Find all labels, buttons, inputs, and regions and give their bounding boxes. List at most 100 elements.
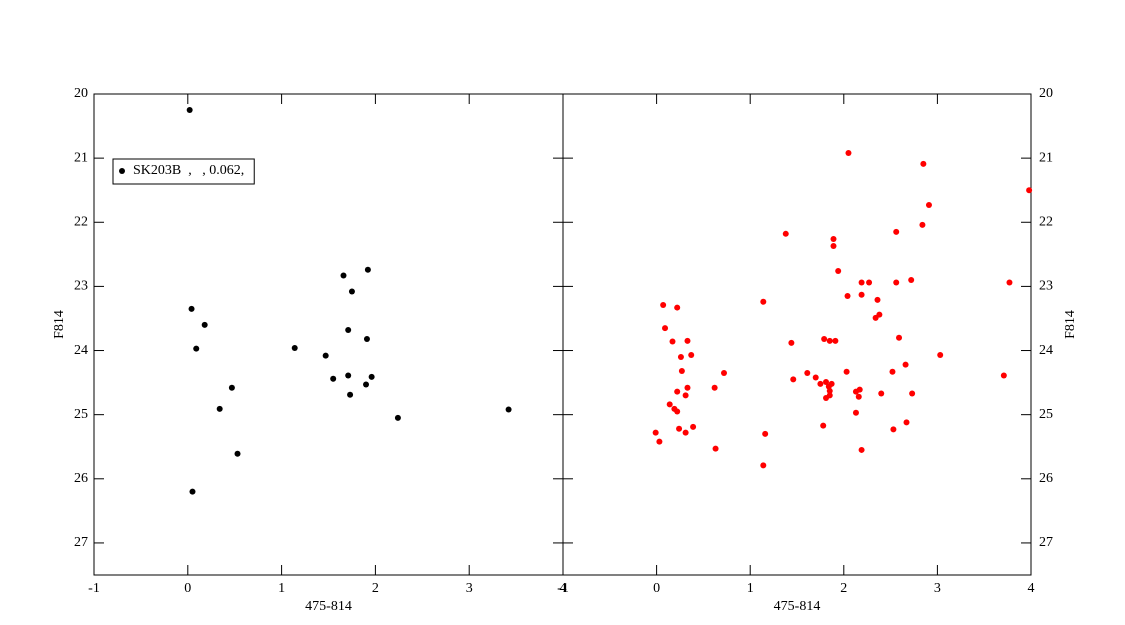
data-point (188, 305, 195, 312)
data-point (893, 228, 900, 235)
data-point (660, 301, 667, 308)
data-point (193, 345, 200, 352)
data-point (330, 375, 337, 382)
y-tick-label: 25 (74, 407, 88, 422)
data-point (878, 390, 885, 397)
y-tick-label: 23 (1039, 279, 1053, 294)
data-point (669, 338, 676, 345)
data-point (937, 352, 944, 359)
y-axis-label: F814 (1063, 310, 1078, 339)
data-point (682, 392, 689, 399)
data-point (760, 462, 767, 469)
data-point (505, 406, 512, 413)
data-point (1000, 372, 1007, 379)
data-point (896, 334, 903, 341)
legend-marker (119, 168, 125, 174)
data-point (394, 414, 401, 421)
data-point (866, 279, 873, 286)
data-point (711, 384, 718, 391)
y-tick-label: 23 (74, 279, 88, 294)
data-point (234, 450, 241, 457)
plot-frame (562, 93, 1032, 576)
y-tick-label: 24 (1039, 343, 1053, 358)
data-point (903, 419, 910, 426)
data-point (674, 388, 681, 395)
x-tick-label: 2 (372, 581, 379, 596)
data-point (828, 380, 835, 387)
data-point (363, 335, 370, 342)
x-tick-label: 3 (466, 581, 473, 596)
data-point (345, 327, 352, 334)
x-tick-label: -1 (88, 581, 100, 596)
data-point (364, 266, 371, 273)
data-point (832, 337, 839, 344)
data-point (920, 160, 927, 167)
data-point (817, 380, 824, 387)
data-point (674, 304, 681, 311)
data-point (909, 390, 916, 397)
data-point (656, 438, 663, 445)
data-point (790, 376, 797, 383)
data-point (889, 368, 896, 375)
data-point (844, 293, 851, 300)
x-tick-label: 0 (653, 581, 660, 596)
data-point (682, 429, 689, 436)
data-point (368, 373, 375, 380)
data-point (823, 394, 830, 401)
data-point (762, 430, 769, 437)
y-tick-label: 27 (74, 535, 88, 550)
data-point (830, 242, 837, 249)
data-point (872, 314, 879, 321)
data-point (676, 425, 683, 432)
data-point (652, 429, 659, 436)
data-point (348, 288, 355, 295)
data-point (345, 372, 352, 379)
legend-label: SK203B , , 0.062, (133, 163, 244, 178)
data-point (925, 201, 932, 208)
y-axis-label: F814 (52, 310, 67, 339)
y-tick-label: 24 (74, 343, 88, 358)
data-point (874, 296, 881, 303)
data-point (788, 339, 795, 346)
data-point (684, 384, 691, 391)
y-tick-label: 20 (1039, 86, 1053, 101)
data-point (823, 378, 830, 385)
data-point (678, 368, 685, 375)
data-point (893, 279, 900, 286)
data-point (677, 353, 684, 360)
y-tick-label: 26 (74, 471, 88, 486)
x-tick-label: 0 (184, 581, 191, 596)
data-point (347, 391, 354, 398)
data-point (340, 272, 347, 279)
data-point (858, 291, 865, 298)
data-point (820, 422, 827, 429)
y-tick-label: 21 (74, 150, 88, 165)
data-point (890, 426, 897, 433)
y-tick-label: 27 (1039, 535, 1053, 550)
x-tick-label: 1 (747, 581, 754, 596)
y-tick-label: 20 (74, 86, 88, 101)
data-point (201, 321, 208, 328)
y-tick-label: 26 (1039, 471, 1053, 486)
data-point (662, 325, 669, 332)
data-point (855, 393, 862, 400)
x-axis-label: 475-814 (305, 599, 352, 614)
x-tick-label: 4 (560, 581, 567, 596)
legend-box (112, 158, 255, 185)
data-point (858, 279, 865, 286)
data-point (804, 369, 811, 376)
data-point (1006, 279, 1013, 286)
y-tick-label: 25 (1039, 407, 1053, 422)
y-tick-label: 22 (1039, 214, 1053, 229)
data-point (690, 423, 697, 430)
y-tick-label: 21 (1039, 150, 1053, 165)
data-point (919, 221, 926, 228)
x-axis-label: 475-814 (774, 599, 821, 614)
x-tick-label: 1 (278, 581, 285, 596)
y-tick-label: 22 (74, 214, 88, 229)
data-point (228, 384, 235, 391)
data-point (720, 369, 727, 376)
data-point (826, 337, 833, 344)
data-point (216, 405, 223, 412)
